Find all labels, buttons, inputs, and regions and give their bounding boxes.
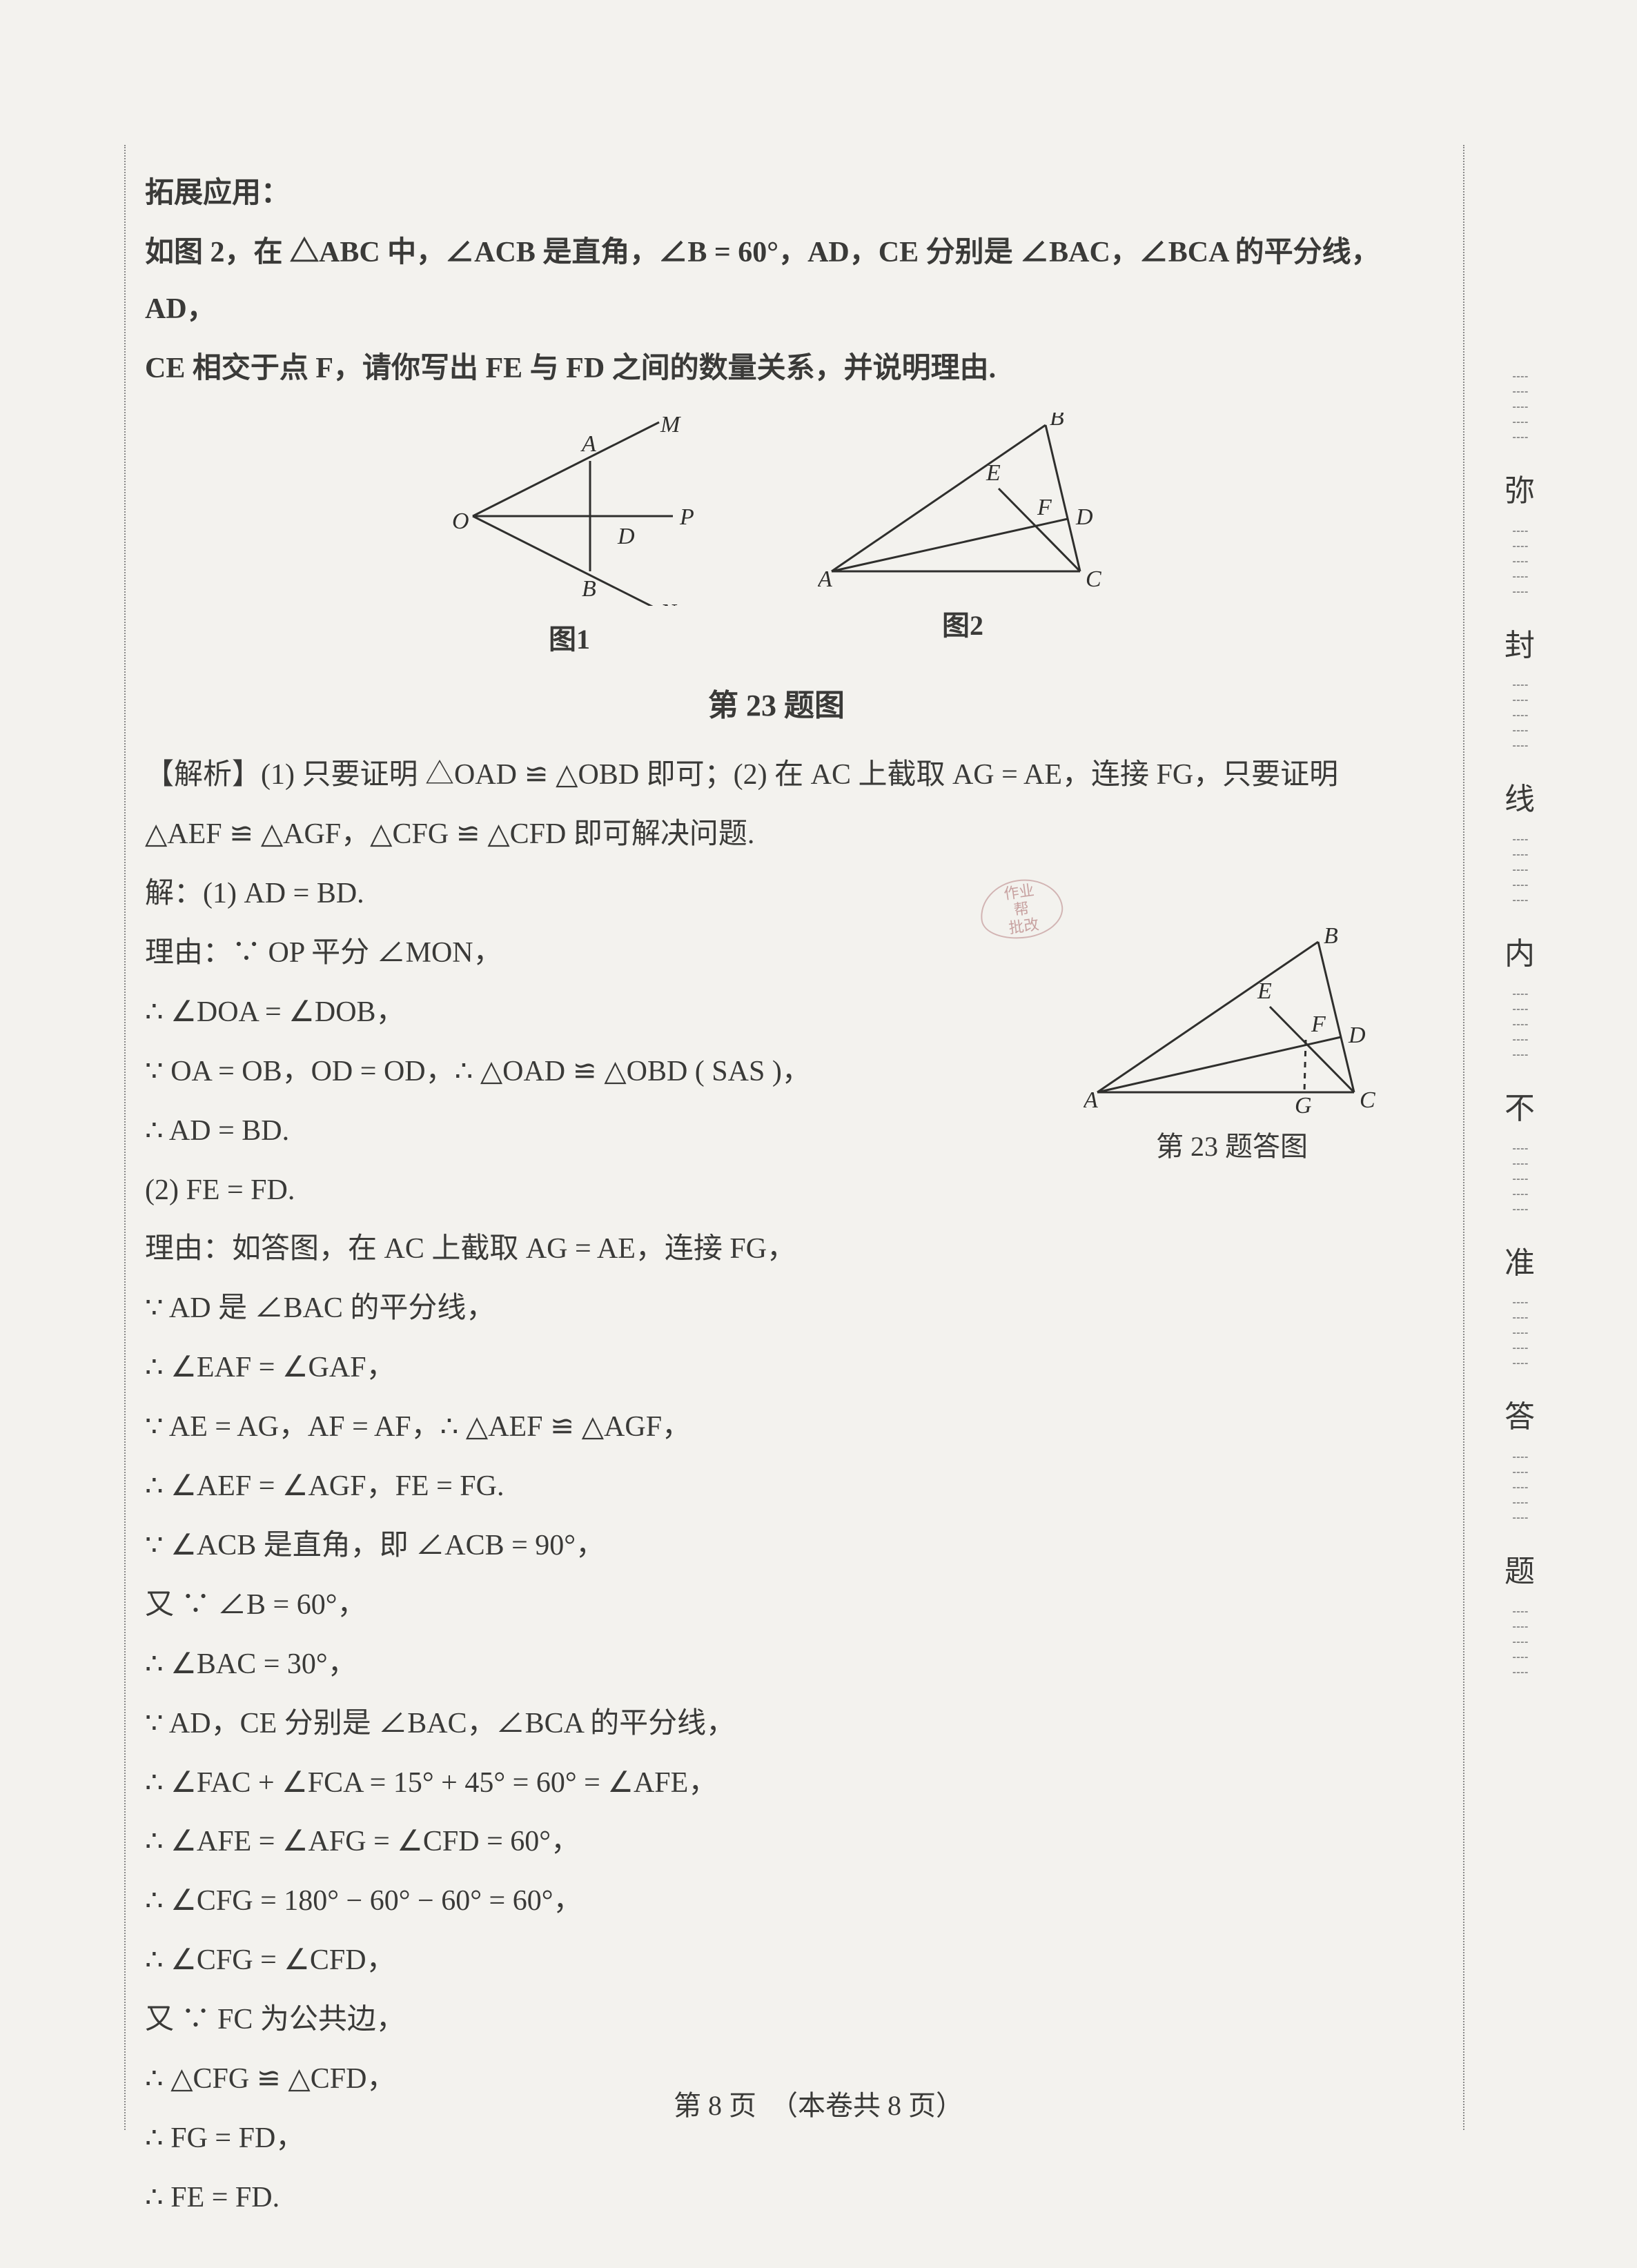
page: ┊┊┊┊┊ 弥 ┊┊┊┊┊ 封 ┊┊┊┊┊ 线 ┊┊┊┊┊ 内 ┊┊┊┊┊ 不 … [0,0,1637,2268]
margin-dots: ┊┊┊┊┊ [1511,836,1528,911]
svg-text:A: A [580,431,596,457]
content-area: 拓展应用： 如图 2，在 △ABC 中，∠ACB 是直角，∠B = 60°，AD… [145,166,1408,2227]
svg-text:D: D [617,524,635,549]
margin-char: 准 [1504,1238,1535,1282]
solution-line: ∵ ∠ACB 是直角，即 ∠ACB = 90°， [145,1518,1408,1575]
margin-dots: ┊┊┊┊┊ [1511,1299,1528,1374]
answer-figure: A B C D E F G [1084,928,1380,1114]
svg-text:A: A [1084,1087,1098,1113]
solution-line: ∴ ∠FAC + ∠FCA = 15° + 45° = 60° = ∠AFE， [145,1755,1408,1812]
margin-dots: ┊┊┊┊┊ [1511,1608,1528,1684]
analysis-line-2: △AEF ≌ △AGF，△CFG ≌ △CFD 即可解决问题. [145,807,1408,863]
solution-line: ∵ AE = AG，AF = AF，∴ △AEF ≌ △AGF， [145,1399,1408,1456]
svg-text:P: P [679,504,694,530]
solution-block: 作业 帮 批改 ABCDEFG 第 23 题答图 解：(1) AD = BD. … [145,866,1408,2226]
margin-char: 内 [1504,929,1535,973]
svg-text:O: O [452,509,469,534]
solution-line: ∴ ∠CFG = ∠CFD， [145,1933,1408,1989]
solution-line: ∴ ∠AFE = ∠AFG = ∠CFD = 60°， [145,1814,1408,1871]
binding-line-right [1463,145,1464,2130]
margin-dots: ┊┊┊┊┊ [1511,681,1528,757]
answer-figure-caption: 第 23 题答图 [1156,1120,1308,1174]
figure-1: O A B D P M N [445,413,694,606]
solution-line: 又 ∵ FC 为公共边， [145,1992,1408,2049]
figure-2: A B C D E F [818,413,1108,592]
page-footer: 第 8 页 （本卷共 8 页） [0,2083,1637,2123]
binding-line-left [124,145,126,2130]
svg-text:B: B [1324,928,1338,949]
stamp-line: 帮 [1012,900,1030,919]
solution-line: 理由：如答图，在 AC 上截取 AG = AE，连接 FG， [145,1221,1408,1278]
problem-line-1: 如图 2，在 △ABC 中，∠ACB 是直角，∠B = 60°，AD，CE 分别… [145,225,1408,338]
figure-2-col: A B C D E F 图2 [818,413,1108,667]
figure-1-col: O A B D P M N 图1 [445,413,694,667]
solution-line: ∵ AD 是 ∠BAC 的平分线， [145,1281,1408,1337]
margin-dots: ┊┊┊┊┊ [1511,373,1528,448]
problem-line-2: CE 相交于点 F，请你写出 FE 与 FD 之间的数量关系，并说明理由. [145,341,1408,397]
svg-text:G: G [1295,1093,1312,1114]
svg-text:B: B [582,576,596,602]
solution-line: ∴ ∠AEF = ∠AGF，FE = FG. [145,1459,1408,1515]
margin-char: 弥 [1504,466,1535,510]
svg-text:D: D [1075,504,1093,530]
solution-line: 解：(1) AD = BD. [145,866,1408,923]
margin-dots: ┊┊┊┊┊ [1511,1145,1528,1221]
solution-line: ∴ ∠CFG = 180° − 60° − 60° = 60°， [145,1873,1408,1930]
solution-line: ∵ AD，CE 分别是 ∠BAC，∠BCA 的平分线， [145,1696,1408,1753]
margin-dots: ┊┊┊┊┊ [1511,527,1528,603]
svg-text:E: E [986,460,1001,486]
svg-text:E: E [1257,978,1272,1004]
margin-vertical-text: ┊┊┊┊┊ 弥 ┊┊┊┊┊ 封 ┊┊┊┊┊ 线 ┊┊┊┊┊ 内 ┊┊┊┊┊ 不 … [1499,373,1540,1684]
answer-figure-col: A B C D E F G 第 23 题答图 [1084,928,1380,1174]
analysis-label: 【解析】 [145,759,261,791]
svg-text:C: C [1086,566,1101,592]
solution-line: ∴ FE = FD. [145,2170,1408,2227]
svg-text:D: D [1348,1023,1366,1048]
margin-dots: ┊┊┊┊┊ [1511,990,1528,1066]
solution-line: 又 ∵ ∠B = 60°， [145,1577,1408,1634]
figure-1-caption: 图1 [549,613,590,667]
analysis-line-1: 【解析】(1) 只要证明 △OAD ≌ △OBD 即可；(2) 在 AC 上截取… [145,747,1408,804]
margin-char: 题 [1504,1546,1535,1590]
margin-char: 不 [1504,1083,1535,1127]
svg-text:M: M [660,413,681,437]
svg-text:F: F [1311,1012,1326,1037]
svg-text:B: B [1050,413,1064,431]
margin-char: 封 [1504,620,1535,664]
stamp-line: 批改 [1008,916,1040,937]
margin-dots: ┊┊┊┊┊ [1511,1453,1528,1529]
margin-char: 答 [1504,1392,1535,1436]
stamp-line: 作业 [1003,881,1035,903]
svg-text:C: C [1360,1087,1375,1113]
svg-text:N: N [660,600,678,606]
svg-text:A: A [818,566,832,592]
solution-line: ∴ ∠BAC = 30°， [145,1637,1408,1693]
extend-label: 拓展应用： [145,166,1408,222]
margin-char: 线 [1504,774,1535,818]
section-title: 第 23 题图 [145,676,1408,736]
figure-2-caption: 图2 [942,599,983,653]
analysis-text-1: (1) 只要证明 △OAD ≌ △OBD 即可；(2) 在 AC 上截取 AG … [261,759,1338,791]
figure-row: O A B D P M N 图1 A B C D E F 图2 [145,413,1408,667]
svg-text:F: F [1037,495,1052,520]
solution-line: ∴ ∠EAF = ∠GAF， [145,1340,1408,1397]
